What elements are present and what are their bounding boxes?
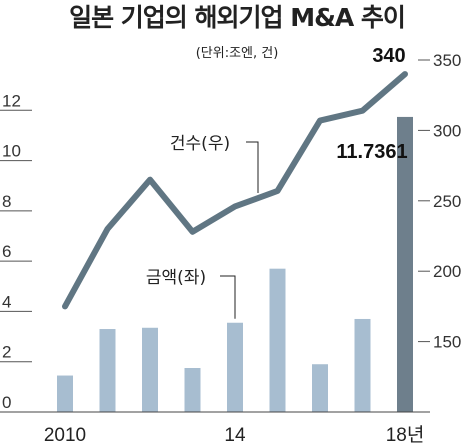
right-tick-label: 200 [433, 262, 461, 281]
bar-1 [57, 375, 73, 412]
x-axis: 2010 14 18년 [0, 411, 430, 446]
x-tick-label: 14 [224, 425, 246, 446]
bar-5 [227, 322, 243, 412]
left-tick-label: 12 [2, 91, 21, 110]
right-tick-label: 350 [433, 51, 461, 70]
left-tick-label: 8 [2, 192, 11, 211]
left-tick-label: 0 [2, 393, 11, 412]
bar-7 [312, 364, 328, 412]
left-tick-label: 10 [2, 142, 21, 161]
chart-title: 일본 기업의 해외기업 M&A 추이 [69, 3, 406, 32]
line-series [62, 71, 408, 310]
bar-series [57, 116, 413, 413]
left-tick-label: 6 [2, 242, 11, 261]
left-axis: 0 2 4 6 8 10 12 [0, 91, 32, 413]
bar-series-label: 금액(좌) [146, 268, 206, 288]
right-tick-label: 150 [433, 333, 461, 352]
last-line-value-label: 340 [372, 45, 405, 67]
bar-8 [354, 318, 371, 412]
unit-label: (단위:조엔, 건) [196, 46, 279, 61]
line-series-label: 건수(우) [170, 134, 230, 154]
left-tick-label: 4 [2, 292, 11, 311]
count-line [62, 71, 408, 310]
bar-4 [184, 368, 201, 412]
right-axis: 150 200 250 300 350 [418, 51, 461, 352]
bar-2 [99, 329, 116, 412]
left-tick-label: 2 [2, 343, 11, 362]
right-tick-label: 250 [433, 192, 461, 211]
right-tick-label: 300 [433, 121, 461, 140]
bar-9 [397, 116, 413, 413]
line-label-leader [246, 141, 259, 193]
x-tick-label: 2010 [44, 425, 86, 446]
bar-3 [142, 327, 158, 412]
bar-label-leader [220, 275, 236, 319]
last-bar-value-label: 11.7361 [336, 141, 407, 163]
bar-6 [269, 268, 286, 412]
annotations: 건수(우) 금액(좌) 11.7361 340 [146, 45, 408, 319]
x-tick-label: 18년 [386, 424, 425, 446]
